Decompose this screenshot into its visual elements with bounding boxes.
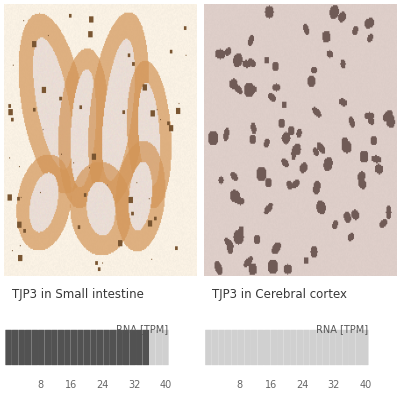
FancyBboxPatch shape [97, 330, 103, 365]
FancyBboxPatch shape [64, 330, 71, 365]
FancyBboxPatch shape [329, 330, 336, 365]
FancyBboxPatch shape [356, 330, 362, 365]
FancyBboxPatch shape [225, 330, 231, 365]
Text: RNA [TPM]: RNA [TPM] [116, 324, 168, 334]
FancyBboxPatch shape [264, 330, 270, 365]
Text: 40: 40 [359, 380, 371, 390]
Text: 8: 8 [37, 380, 43, 390]
FancyBboxPatch shape [18, 330, 25, 365]
FancyBboxPatch shape [251, 330, 258, 365]
FancyBboxPatch shape [51, 330, 58, 365]
Text: 40: 40 [159, 380, 172, 390]
FancyBboxPatch shape [277, 330, 284, 365]
FancyBboxPatch shape [362, 330, 368, 365]
Text: 24: 24 [296, 380, 309, 390]
FancyBboxPatch shape [244, 330, 251, 365]
FancyBboxPatch shape [142, 330, 149, 365]
FancyBboxPatch shape [156, 330, 162, 365]
Text: 32: 32 [128, 380, 140, 390]
FancyBboxPatch shape [349, 330, 356, 365]
FancyBboxPatch shape [71, 330, 77, 365]
FancyBboxPatch shape [258, 330, 264, 365]
FancyBboxPatch shape [44, 330, 51, 365]
FancyBboxPatch shape [116, 330, 123, 365]
FancyBboxPatch shape [5, 330, 12, 365]
FancyBboxPatch shape [77, 330, 84, 365]
FancyBboxPatch shape [110, 330, 116, 365]
FancyBboxPatch shape [316, 330, 323, 365]
Text: 32: 32 [328, 380, 340, 390]
FancyBboxPatch shape [136, 330, 142, 365]
FancyBboxPatch shape [284, 330, 290, 365]
FancyBboxPatch shape [123, 330, 130, 365]
FancyBboxPatch shape [38, 330, 44, 365]
FancyBboxPatch shape [58, 330, 64, 365]
Text: TJP3 in Small intestine: TJP3 in Small intestine [12, 288, 144, 301]
FancyBboxPatch shape [162, 330, 169, 365]
FancyBboxPatch shape [270, 330, 277, 365]
Text: 24: 24 [96, 380, 109, 390]
FancyBboxPatch shape [303, 330, 310, 365]
FancyBboxPatch shape [238, 330, 244, 365]
FancyBboxPatch shape [290, 330, 297, 365]
FancyBboxPatch shape [323, 330, 329, 365]
Text: RNA [TPM]: RNA [TPM] [316, 324, 368, 334]
Text: 16: 16 [265, 380, 277, 390]
FancyBboxPatch shape [342, 330, 349, 365]
FancyBboxPatch shape [205, 330, 212, 365]
FancyBboxPatch shape [218, 330, 225, 365]
FancyBboxPatch shape [310, 330, 316, 365]
FancyBboxPatch shape [32, 330, 38, 365]
Text: TJP3 in Cerebral cortex: TJP3 in Cerebral cortex [212, 288, 346, 301]
FancyBboxPatch shape [130, 330, 136, 365]
Text: 16: 16 [65, 380, 78, 390]
FancyBboxPatch shape [231, 330, 238, 365]
FancyBboxPatch shape [336, 330, 342, 365]
Text: 8: 8 [237, 380, 243, 390]
FancyBboxPatch shape [297, 330, 303, 365]
FancyBboxPatch shape [212, 330, 218, 365]
FancyBboxPatch shape [149, 330, 156, 365]
FancyBboxPatch shape [84, 330, 90, 365]
FancyBboxPatch shape [103, 330, 110, 365]
FancyBboxPatch shape [25, 330, 32, 365]
FancyBboxPatch shape [90, 330, 97, 365]
FancyBboxPatch shape [12, 330, 18, 365]
